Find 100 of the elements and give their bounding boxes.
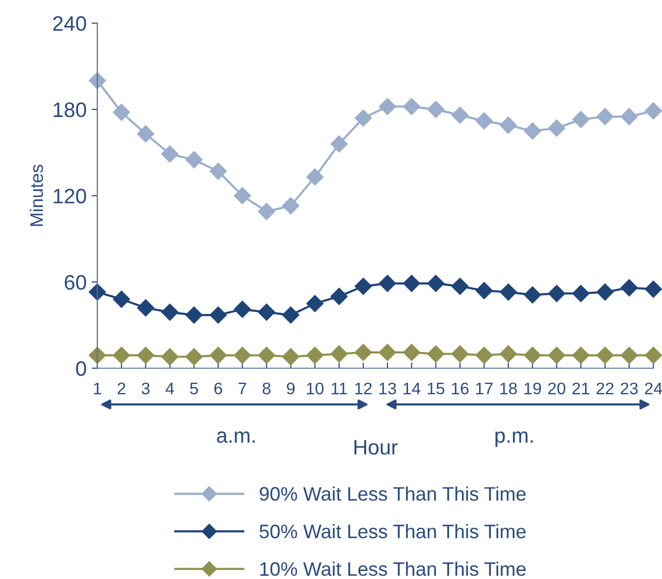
point <box>306 294 324 312</box>
point <box>88 283 106 301</box>
point <box>451 278 469 295</box>
point <box>524 346 542 364</box>
point <box>112 346 130 364</box>
point <box>403 98 420 116</box>
point <box>548 284 566 302</box>
point <box>644 102 662 120</box>
point <box>572 284 590 302</box>
point <box>596 346 614 364</box>
point <box>451 345 469 362</box>
point <box>112 290 130 308</box>
point <box>137 125 154 142</box>
x-tick-label: 10 <box>306 382 324 394</box>
y-tick-label: 240 <box>53 16 86 31</box>
point <box>234 346 251 364</box>
legend-label: 50% Wait Less Than This Time <box>260 524 526 538</box>
point <box>306 168 324 186</box>
point <box>644 346 662 364</box>
point <box>500 345 517 362</box>
x-tick-label: 3 <box>142 382 150 394</box>
x-tick-label: 1 <box>94 382 102 394</box>
point <box>282 306 300 324</box>
x-tick-label: 8 <box>262 382 270 394</box>
text: a.m. <box>216 431 255 443</box>
x-tick-label: 14 <box>404 382 420 394</box>
y-tick-label: 180 <box>54 102 86 118</box>
point <box>644 280 662 298</box>
x-tick-label: 23 <box>620 382 638 394</box>
point <box>620 108 638 126</box>
x-tick-label: 15 <box>428 382 444 394</box>
x-tick-label: 21 <box>572 382 590 394</box>
point <box>185 348 203 366</box>
point <box>378 98 396 116</box>
x-tick-label: 19 <box>524 382 541 394</box>
x-tick-label: 12 <box>355 382 372 394</box>
point <box>258 346 276 364</box>
y-tick-label: 0 <box>76 361 86 376</box>
point <box>210 346 227 364</box>
point <box>306 346 324 364</box>
x-tick-label: 13 <box>379 382 396 394</box>
point <box>210 162 227 180</box>
point <box>476 112 493 130</box>
point <box>403 344 420 361</box>
point <box>403 274 420 292</box>
point <box>620 346 638 364</box>
point <box>596 108 614 126</box>
point <box>354 344 372 361</box>
x-tick-label: 7 <box>238 382 246 394</box>
y-tick-label: 60 <box>64 274 86 290</box>
point <box>161 348 178 366</box>
x-tick-label: 2 <box>118 382 126 394</box>
point <box>572 346 590 364</box>
point <box>451 106 469 124</box>
y-axis-title: Minutes <box>30 164 44 226</box>
point <box>330 135 348 152</box>
x-tick-label: 22 <box>596 382 614 394</box>
point <box>476 346 493 364</box>
x-tick-label: 9 <box>286 382 295 394</box>
point <box>161 145 178 163</box>
x-tick-label: 11 <box>332 382 347 394</box>
point <box>282 348 300 366</box>
point <box>330 288 348 305</box>
point <box>137 346 154 364</box>
point <box>258 202 276 220</box>
x-axis-title: Hour <box>354 440 398 455</box>
point <box>548 346 566 364</box>
point <box>427 100 444 118</box>
point <box>112 104 130 121</box>
point <box>234 187 251 204</box>
x-tick-label: 20 <box>548 382 566 394</box>
point <box>524 122 542 140</box>
point <box>378 344 396 361</box>
legend-label: 10% Wait Less Than This Time <box>260 562 526 576</box>
point <box>500 116 517 134</box>
point <box>500 283 517 301</box>
x-tick-label: 17 <box>476 382 493 394</box>
point <box>185 151 203 168</box>
point <box>137 299 154 316</box>
point <box>427 274 444 292</box>
point <box>185 306 203 324</box>
legend-label: 90% Wait Less Than This Time <box>260 486 526 501</box>
point <box>476 282 493 300</box>
x-tick-label: 24 <box>644 382 662 394</box>
x-tick-label: 6 <box>214 382 222 394</box>
point <box>378 274 396 292</box>
point <box>161 304 178 321</box>
x-tick-label: 16 <box>452 382 469 394</box>
x-tick-label: 18 <box>500 382 517 394</box>
point <box>596 283 614 301</box>
point <box>234 300 251 318</box>
point <box>354 278 372 295</box>
point <box>524 286 542 304</box>
x-tick-label: 4 <box>166 382 174 394</box>
point <box>210 306 227 324</box>
y-tick-label: 120 <box>54 188 86 204</box>
text: p.m. <box>495 431 533 447</box>
point <box>572 110 590 128</box>
point <box>548 120 566 137</box>
x-tick-label: 5 <box>190 382 198 394</box>
